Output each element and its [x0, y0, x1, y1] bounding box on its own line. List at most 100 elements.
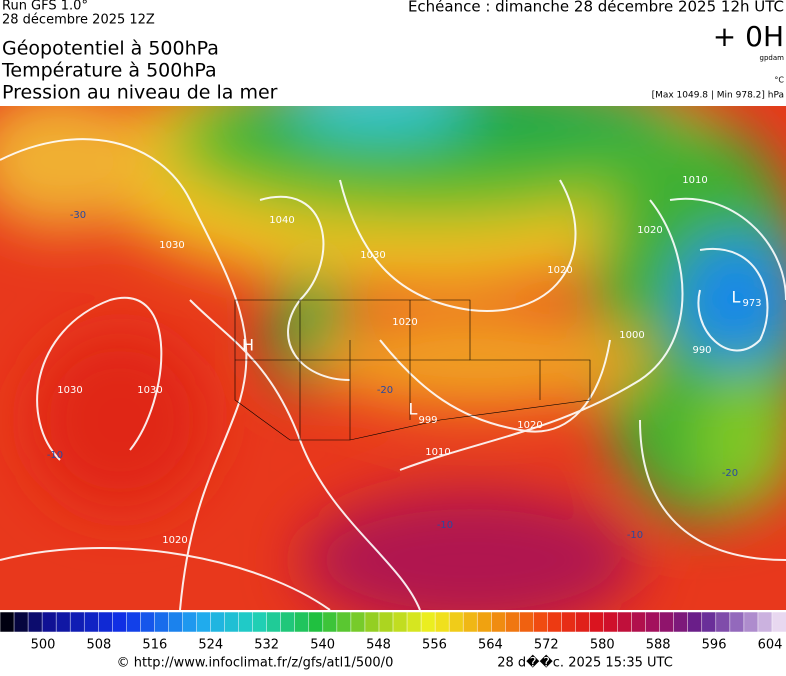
- colorbar-swatch: [350, 611, 366, 633]
- map-label: 1020: [637, 225, 662, 236]
- footer-url: © http://www.infoclimat.fr/z/gfs/atl1/50…: [117, 656, 394, 671]
- colorbar-swatch: [210, 611, 226, 633]
- colorbar-swatch: [575, 611, 591, 633]
- colorbar-swatch: [0, 611, 15, 633]
- map-label: L: [732, 288, 741, 307]
- colorbar-swatch: [645, 611, 661, 633]
- colorbar-swatch: [603, 611, 619, 633]
- colorbar-swatch: [547, 611, 563, 633]
- colorbar-swatch: [561, 611, 577, 633]
- colorbar-swatch: [673, 611, 689, 633]
- map-label: -10: [437, 520, 453, 531]
- map-label: -10: [627, 530, 643, 541]
- colorbar-tick-label: 596: [702, 638, 727, 653]
- colorbar-tick-label: 556: [422, 638, 447, 653]
- colorbar-swatch: [491, 611, 507, 633]
- colorbar-tick-label: 548: [366, 638, 391, 653]
- colorbar-swatch: [505, 611, 521, 633]
- map-label: 1040: [269, 215, 294, 226]
- colorbar-swatch: [308, 611, 324, 633]
- colorbar-swatch: [55, 611, 71, 633]
- colorbar-swatch: [533, 611, 549, 633]
- colorbar-tick-label: 604: [758, 638, 783, 653]
- map-label: L: [409, 400, 418, 419]
- map-labels: 1040 1030 1030 1020 1020 1020 1010 999 1010 1020 1…: [47, 175, 762, 546]
- offset: + 0H: [713, 20, 784, 53]
- colorbar-swatch: [715, 611, 731, 633]
- colorbar-swatch: [112, 611, 128, 633]
- colorbar-swatch: [420, 611, 436, 633]
- title: Température à 500hPa: [1, 60, 217, 82]
- map-label: 990: [692, 345, 711, 356]
- colorbar-tick-label: 572: [534, 638, 559, 653]
- map-label: -20: [377, 385, 393, 396]
- colorbar-swatch: [280, 611, 296, 633]
- colorbar-tick-label: 524: [198, 638, 223, 653]
- colorbar-swatch: [659, 611, 675, 633]
- map-label: -10: [47, 450, 63, 461]
- map-label: 1020: [547, 265, 572, 276]
- map: [0, 106, 786, 610]
- colorbar-tick-label: 500: [31, 638, 56, 653]
- colorbar-swatch: [589, 611, 605, 633]
- colorbar-swatch: [41, 611, 57, 633]
- colorbar-swatch: [687, 611, 703, 633]
- colorbar-swatch: [392, 611, 408, 633]
- unit-geo: gpdam: [760, 54, 785, 62]
- footer-stamp: 28 d��c. 2025 15:35 UTC: [497, 654, 673, 671]
- map-label: -20: [722, 468, 738, 479]
- colorbar-swatch: [364, 611, 380, 633]
- colorbar-tick-label: 508: [87, 638, 112, 653]
- colorbar-swatch: [294, 611, 310, 633]
- run-date: 28 décembre 2025 12Z: [2, 13, 155, 28]
- colorbar-swatch: [757, 611, 773, 633]
- map-label: H: [242, 336, 254, 355]
- colorbar-tick-label: 580: [590, 638, 615, 653]
- colorbar-swatch: [378, 611, 394, 633]
- map-label: 1030: [360, 250, 385, 261]
- colorbar-swatch: [434, 611, 450, 633]
- colorbar-swatch: [631, 611, 647, 633]
- pressure-range: [Max 1049.8 | Min 978.2] hPa: [652, 91, 784, 101]
- map-label: 1030: [57, 385, 82, 396]
- colorbar-swatch: [701, 611, 717, 633]
- colorbar-swatch: [252, 611, 268, 633]
- colorbar-tick-label: 540: [310, 638, 335, 653]
- title: Pression au niveau de la mer: [2, 82, 278, 104]
- colorbar-swatch: [462, 611, 478, 633]
- map-label: 1010: [682, 175, 707, 186]
- colorbar-swatch: [336, 611, 352, 633]
- map-label: 999: [418, 415, 437, 426]
- title: Géopotentiel à 500hPa: [2, 38, 219, 60]
- colorbar-swatch: [126, 611, 142, 633]
- map-label: 1020: [517, 420, 542, 431]
- colorbar-swatch: [154, 611, 170, 633]
- colorbar-swatch: [83, 611, 100, 633]
- colorbar-swatch: [406, 611, 422, 633]
- run: Run GFS 1.0°: [2, 0, 88, 14]
- colorbar-swatch: [168, 611, 184, 633]
- colorbar: 500 508 516 524 532 540 548 556 564 572 580 588 596 6…: [0, 611, 786, 653]
- map-label: -30: [70, 210, 86, 221]
- map-label: 1010: [425, 447, 450, 458]
- colorbar-tick-label: 532: [254, 638, 279, 653]
- colorbar-swatch: [69, 611, 85, 633]
- colorbar-tick-label: 564: [478, 638, 503, 653]
- colorbar-swatch: [140, 611, 156, 633]
- colorbar-swatch: [98, 611, 114, 633]
- colorbar-swatch: [519, 611, 535, 633]
- colorbar-tick-label: 588: [646, 638, 671, 653]
- colorbar-tick-label: 516: [142, 638, 167, 653]
- colorbar-swatch: [13, 611, 29, 633]
- colorbar-swatch: [448, 611, 464, 633]
- colorbar-swatch: [27, 611, 43, 633]
- map-label: 1020: [162, 535, 187, 546]
- map-label: 1000: [619, 330, 644, 341]
- map-label: 973: [742, 298, 761, 309]
- colorbar-swatch: [476, 611, 493, 633]
- header: Run GFS 1.0° 28 décembre 2025 12Z Echéan…: [1, 0, 784, 104]
- colorbar-swatch: [729, 611, 745, 633]
- colorbar-swatch: [771, 611, 786, 633]
- colorbar-swatch: [182, 611, 198, 633]
